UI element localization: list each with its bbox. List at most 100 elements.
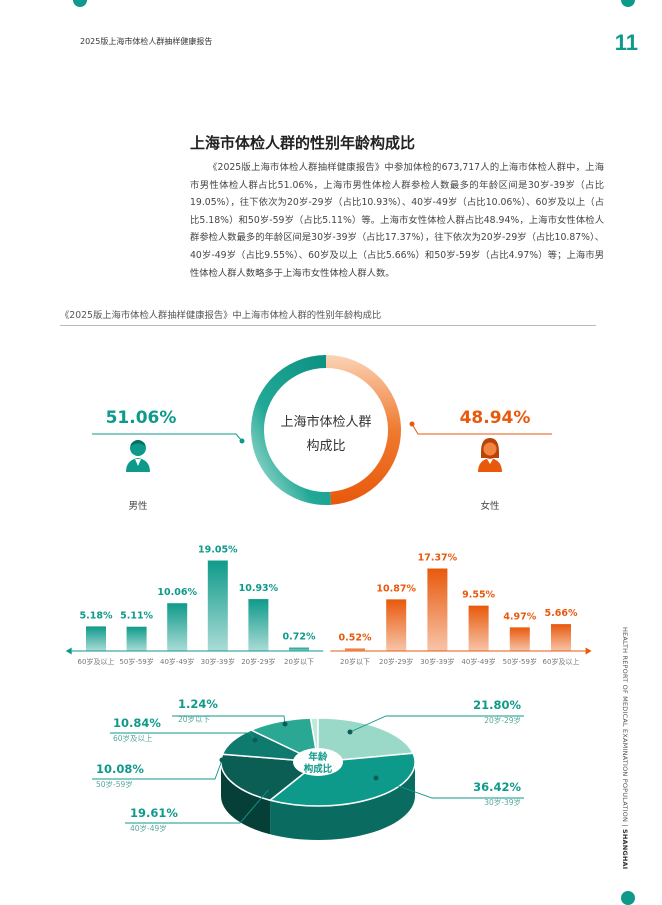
pie-slice — [317, 717, 415, 763]
female-bar-value: 4.97% — [503, 611, 536, 622]
pie-center-title: 年龄 — [308, 751, 328, 763]
male-bar-category: 60岁及以上 — [78, 657, 115, 666]
female-bar — [386, 599, 407, 651]
pie-slice — [221, 729, 319, 763]
male-bar — [207, 560, 228, 651]
male-bar-category: 40岁-49岁 — [160, 657, 194, 666]
male-leader-dot — [239, 438, 245, 444]
age-percent-label: 21.80% — [473, 698, 521, 712]
female-bar-category: 20岁以下 — [340, 657, 370, 666]
age-leader-dot — [373, 775, 379, 781]
female-label: 女性 — [480, 500, 500, 512]
male-bar-value: 5.18% — [80, 610, 113, 621]
age-leader-line — [172, 715, 286, 725]
female-bar-value: 10.87% — [376, 583, 416, 594]
age-percent-label: 36.42% — [473, 780, 521, 794]
male-bar-value: 10.93% — [239, 583, 279, 594]
female-axis-arrow — [585, 647, 592, 655]
male-label: 男性 — [128, 500, 148, 512]
female-bar-value: 5.66% — [545, 608, 578, 619]
male-bar — [167, 603, 188, 651]
age-leader-line — [92, 759, 223, 780]
pie-slice — [268, 752, 416, 807]
age-leader-line — [349, 715, 524, 733]
male-bar-category: 20岁-29岁 — [241, 657, 275, 666]
age-leader-dot — [267, 785, 273, 791]
top-right-dot — [621, 0, 635, 7]
body-paragraph: 《2025版上海市体检人群抽样健康报告》中参加体检的673,717人的上海市体检… — [190, 162, 604, 279]
female-bar — [345, 648, 365, 651]
male-axis-arrow — [65, 647, 72, 655]
male-bar-value: 19.05% — [198, 545, 238, 556]
male-bar — [248, 599, 269, 651]
pie-slice — [309, 717, 319, 763]
age-percent-label: 10.84% — [113, 716, 161, 730]
pie-side-wall — [221, 762, 271, 835]
age-category-label: 50岁-59岁 — [96, 779, 133, 789]
female-percent-label: 48.94% — [460, 408, 531, 428]
male-bar-value: 5.11% — [120, 611, 153, 622]
donut-center-title: 上海市体检人群 — [280, 414, 371, 430]
female-bar — [468, 605, 489, 651]
female-leader-line — [411, 423, 552, 435]
pie-center-title: 构成比 — [304, 763, 333, 775]
male-percent-label: 51.06% — [106, 408, 177, 428]
donut-slice-female — [326, 355, 401, 505]
female-bar — [427, 568, 448, 651]
side-text-rest: HEALTH REPORT OF MEDICAL EXAMINATION POP… — [621, 627, 629, 829]
female-bar-category: 30岁-39岁 — [420, 657, 454, 666]
male-bar-category: 20岁以下 — [284, 657, 314, 666]
female-bar-category: 40岁-49岁 — [461, 657, 495, 666]
age-percent-label: 19.61% — [130, 806, 178, 820]
male-person-icon — [126, 440, 150, 472]
caption-divider — [60, 325, 596, 326]
age-category-label: 30岁-39岁 — [484, 797, 521, 807]
female-bar — [509, 627, 530, 651]
age-leader-dot — [252, 737, 258, 743]
donut-center-title: 构成比 — [306, 439, 345, 454]
age-leader-line — [110, 732, 256, 741]
female-bar-value: 9.55% — [462, 590, 495, 601]
age-percent-label: 1.24% — [178, 697, 218, 711]
age-leader-line — [375, 777, 524, 799]
bottom-right-dot — [621, 891, 635, 905]
side-vertical-text: HEALTH REPORT OF MEDICAL EXAMINATION POP… — [617, 627, 631, 869]
age-category-label: 60岁及以上 — [113, 733, 153, 743]
female-person-icon — [478, 438, 502, 472]
age-category-label: 40岁-49岁 — [130, 823, 167, 833]
pie-slice — [249, 717, 319, 764]
male-bar-category: 50岁-59岁 — [119, 657, 153, 666]
male-bar — [126, 626, 147, 651]
female-bar-category: 20岁-29岁 — [379, 657, 413, 666]
section-title: 上海市体检人群的性别年龄构成比 — [190, 134, 416, 152]
pie-center — [293, 748, 343, 776]
female-leader-dot — [409, 421, 415, 427]
report-header: 2025版上海市体检人群抽样健康报告 — [80, 37, 213, 46]
male-bar-value: 0.72% — [283, 632, 316, 643]
age-percent-label: 10.08% — [96, 762, 144, 776]
male-leader-line — [92, 433, 243, 442]
figure-caption: 《2025版上海市体检人群抽样健康报告》中上海市体检人群的性别年龄构成比 — [60, 310, 382, 321]
side-text-bold: SHANGHAI — [621, 828, 629, 870]
age-leader-dot — [219, 757, 225, 763]
male-bar-value: 10.06% — [157, 587, 197, 598]
female-bar-category: 50岁-59岁 — [503, 657, 537, 666]
top-left-dot — [73, 0, 87, 7]
male-bar-category: 30岁-39岁 — [201, 657, 235, 666]
donut-center — [265, 369, 387, 491]
female-bar-category: 60岁及以上 — [543, 657, 580, 666]
female-bar-value: 17.37% — [418, 552, 458, 563]
page-number: 11 — [614, 30, 638, 55]
age-leader-dot — [282, 721, 288, 727]
female-bar — [551, 624, 571, 651]
male-bar — [86, 626, 106, 651]
pie-side-wall — [270, 762, 415, 840]
female-bar-value: 0.52% — [339, 633, 372, 644]
pie-slice — [220, 753, 320, 802]
age-leader-line — [125, 787, 271, 824]
donut-slice-male — [250, 355, 331, 505]
male-bar — [289, 647, 309, 651]
age-leader-dot — [347, 729, 353, 735]
age-category-label: 20岁-29岁 — [484, 715, 521, 725]
age-category-label: 20岁以下 — [178, 714, 211, 724]
